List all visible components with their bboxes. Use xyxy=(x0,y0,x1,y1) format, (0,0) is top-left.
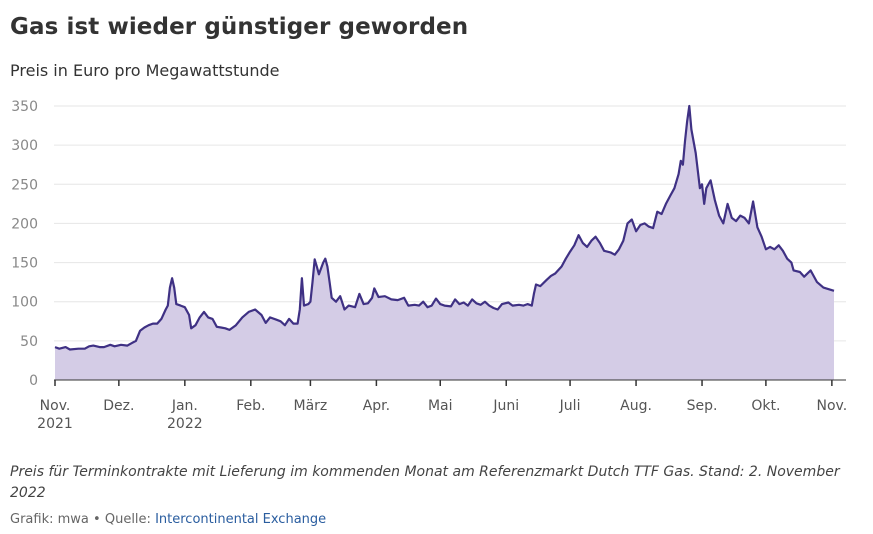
chart-subtitle: Preis in Euro pro Megawattstunde xyxy=(10,61,280,80)
source-label: Quelle: xyxy=(104,512,151,527)
x-tick-label: Dez. xyxy=(103,398,134,414)
x-tick-year-label: 2021 xyxy=(37,416,73,432)
x-tick-label: Nov. xyxy=(40,398,71,414)
x-tick-label: Okt. xyxy=(751,398,780,414)
x-tick-label: Juni xyxy=(492,398,519,414)
source-line: Grafik: mwa • Quelle: Intercontinental E… xyxy=(10,512,326,527)
area-chart: 0 50 100 150 200 250 300 350 Nov. 2021 Dez. Jan. 20… xyxy=(11,99,847,432)
chart-footnote: Preis für Terminkontrakte mit Lieferung … xyxy=(10,464,840,501)
y-tick-label: 0 xyxy=(29,373,38,389)
x-tick-label: Apr. xyxy=(363,398,390,414)
y-tick-label: 100 xyxy=(11,295,38,311)
chart-title: Gas ist wieder günstiger geworden xyxy=(10,14,469,40)
price-line xyxy=(54,104,835,351)
price-area xyxy=(55,106,834,380)
x-axis-ticks: Nov. 2021 Dez. Jan. 2022 Feb. März Apr. Mai Juni J… xyxy=(37,380,847,432)
x-tick-label: Nov. xyxy=(817,398,848,414)
x-tick-label: Juli xyxy=(559,398,581,414)
y-axis-tick-labels: 0 50 100 150 200 250 300 350 xyxy=(11,99,38,389)
x-tick-label: März xyxy=(294,398,328,414)
x-tick-label: Jan. xyxy=(171,398,198,414)
y-tick-label: 200 xyxy=(11,216,38,232)
y-tick-label: 150 xyxy=(11,256,38,272)
y-tick-label: 50 xyxy=(20,334,38,350)
x-tick-label: Mai xyxy=(428,398,453,414)
y-tick-label: 300 xyxy=(11,138,38,154)
source-link[interactable]: Intercontinental Exchange xyxy=(155,512,327,527)
separator-dot: • xyxy=(93,512,101,527)
x-tick-label: Aug. xyxy=(620,398,652,414)
x-tick-year-label: 2022 xyxy=(167,416,203,432)
credit-text: Grafik: mwa xyxy=(10,512,89,527)
y-tick-label: 250 xyxy=(11,177,38,193)
x-tick-label: Sep. xyxy=(687,398,718,414)
y-tick-label: 350 xyxy=(11,99,38,115)
x-tick-label: Feb. xyxy=(236,398,265,414)
